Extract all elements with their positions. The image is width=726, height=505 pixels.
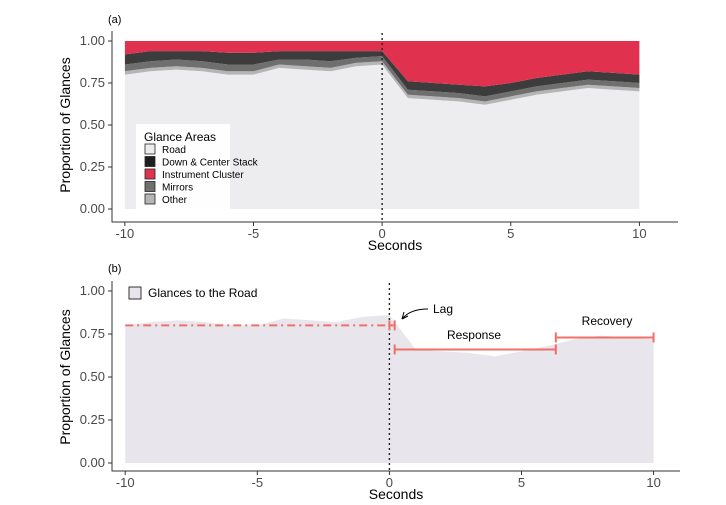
y-tick-label: 0.00 <box>80 455 105 470</box>
lag-arrow <box>401 308 429 320</box>
y-tick-label: 0.00 <box>80 201 105 216</box>
lag-label: Lag <box>433 302 453 316</box>
panel-b-y-ticks: 0.00 0.25 0.50 0.75 1.00 <box>80 283 112 470</box>
y-tick-label: 1.00 <box>80 283 105 298</box>
y-tick-label: 1.00 <box>80 33 105 48</box>
area-road <box>124 64 640 209</box>
legend-swatch-road <box>128 286 142 300</box>
legend-swatch-instrument-cluster <box>144 168 156 180</box>
y-tick-label: 0.25 <box>80 159 105 174</box>
recovery-bar <box>554 332 655 343</box>
legend-label-instrument-cluster: Instrument Cluster <box>162 170 244 181</box>
legend-label-road: Glances to the Road <box>148 286 257 300</box>
panel-b-legend: Glances to the Road <box>128 286 257 300</box>
x-tick-label: 10 <box>632 226 646 241</box>
panel-b-axes <box>111 281 680 472</box>
panel-a-areas <box>124 41 640 209</box>
x-tick-label: 5 <box>507 226 514 241</box>
legend-swatch-mirrors <box>144 181 156 192</box>
response-bar <box>393 344 557 355</box>
area-instrument-cluster <box>124 41 640 87</box>
recovery-label: Recovery <box>582 314 633 328</box>
y-tick-label: 0.50 <box>80 369 105 384</box>
area-other <box>124 61 640 105</box>
panel-a-y-axis-label: Proportion of Glances <box>57 57 73 192</box>
panel-b-y-axis-label: Proportion of Glances <box>57 309 73 444</box>
response-label: Response <box>447 328 501 342</box>
x-tick-label: -5 <box>248 226 260 241</box>
panel-b-x-axis-label: Seconds <box>369 486 423 502</box>
panel-b-x-ticks: -10 -5 0 5 10 <box>116 471 661 490</box>
panel-b: (b) -10 -5 0 5 10 0.00 0.25 0.50 0.75 1.00 Secon… <box>57 263 680 502</box>
panel-a-y-ticks: 0.00 0.25 0.50 0.75 1.00 <box>80 33 112 216</box>
x-tick-label: 0 <box>386 475 393 490</box>
lag-bar <box>388 320 396 331</box>
panel-a-x-axis-label: Seconds <box>368 237 422 253</box>
legend-label-other: Other <box>162 195 188 206</box>
legend-swatch-down-center-stack <box>144 156 156 167</box>
y-tick-label: 0.50 <box>80 117 105 132</box>
legend-label-down-center-stack: Down & Center Stack <box>162 158 259 169</box>
area-down-center-stack <box>124 51 640 97</box>
panel-a: (a) -10 -5 0 5 10 0.00 0.25 0.50 0.75 1.00 Secon… <box>57 14 678 253</box>
lag-arrowhead-icon <box>401 311 409 320</box>
legend-swatch-road <box>144 143 156 155</box>
panel-b-annotations: Lag Response Recovery <box>125 302 655 355</box>
x-tick-label: -5 <box>252 475 264 490</box>
panel-a-label: (a) <box>108 14 121 26</box>
panel-b-label: (b) <box>108 263 121 275</box>
panel-a-axes <box>111 31 678 223</box>
legend-swatch-other <box>144 193 156 205</box>
y-tick-label: 0.25 <box>80 412 105 427</box>
panel-a-x-ticks: -10 -5 0 5 10 <box>115 222 647 241</box>
x-tick-label: -10 <box>116 475 135 490</box>
legend-title: Glance Areas <box>144 130 216 144</box>
area-mirrors <box>124 56 640 102</box>
x-tick-label: 10 <box>646 475 660 490</box>
y-tick-label: 0.75 <box>80 75 105 90</box>
x-tick-label: 0 <box>379 226 386 241</box>
y-tick-label: 0.75 <box>80 326 105 341</box>
x-tick-label: 5 <box>518 475 525 490</box>
x-tick-label: -10 <box>115 226 134 241</box>
legend-label-mirrors: Mirrors <box>162 183 193 194</box>
legend-label-road: Road <box>162 145 186 156</box>
